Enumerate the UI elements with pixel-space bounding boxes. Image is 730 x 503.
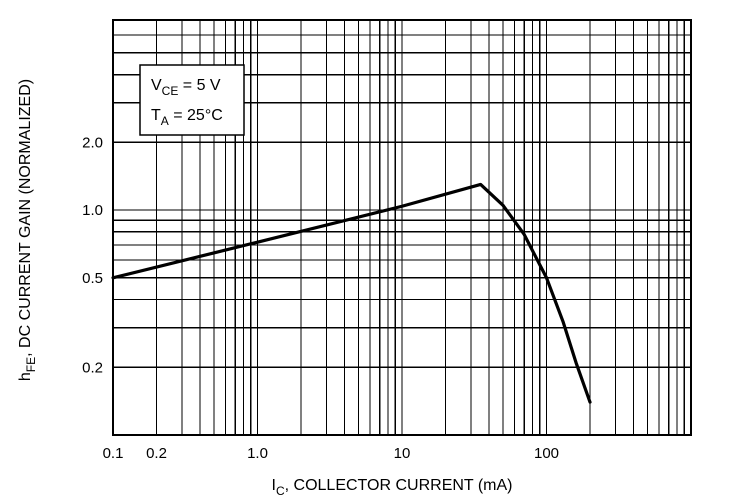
y-axis-title: hFE, DC CURRENT GAIN (NORMALIZED) xyxy=(17,79,38,381)
y-tick-label-2: 1.0 xyxy=(82,202,103,219)
annotation-box: VCE = 5 V TA = 25°C xyxy=(139,64,245,136)
x-tick-label-0: 0.1 xyxy=(103,445,124,462)
y-tick-labels: 0.2 0.5 1.0 2.0 xyxy=(82,134,103,376)
annotation-ta-sub: A xyxy=(161,114,169,128)
x-axis-title-sub: C xyxy=(276,484,285,498)
annotation-vce-prefix: V xyxy=(151,77,162,94)
series-layer xyxy=(111,182,592,404)
x-axis-title: IC, COLLECTOR CURRENT (mA) xyxy=(272,477,513,498)
annotation-box-frame xyxy=(139,64,245,136)
annotation-vce-suffix: = 5 V xyxy=(178,77,221,94)
y-tick-label-3: 2.0 xyxy=(82,134,103,151)
x-axis-title-prefix: I xyxy=(272,477,276,494)
x-tick-label-1: 0.2 xyxy=(146,445,167,462)
x-tick-label-3: 10 xyxy=(394,445,411,462)
series-line-0 xyxy=(111,182,592,404)
x-tick-labels: 0.1 0.2 1.0 10 100 xyxy=(103,445,559,462)
y-axis-title-suffix: , DC CURRENT GAIN (NORMALIZED) xyxy=(17,79,34,357)
x-tick-label-2: 1.0 xyxy=(247,445,268,462)
annotation-ta-suffix: = 25°C xyxy=(169,107,223,124)
y-tick-label-0: 0.2 xyxy=(82,359,103,376)
x-tick-label-4: 100 xyxy=(534,445,559,462)
plot-frame xyxy=(112,19,692,436)
annotation-vce-sub: CE xyxy=(162,84,179,98)
annotation-ta-prefix: T xyxy=(151,107,161,124)
y-axis-title-sub: FE xyxy=(24,357,38,372)
x-axis-title-suffix: , COLLECTOR CURRENT (mA) xyxy=(285,477,513,494)
annotation-line-vce: VCE = 5 V xyxy=(151,77,221,98)
y-tick-label-1: 0.5 xyxy=(82,270,103,287)
annotation-line-ta: TA = 25°C xyxy=(151,107,223,128)
y-axis-title-prefix: h xyxy=(17,372,34,381)
